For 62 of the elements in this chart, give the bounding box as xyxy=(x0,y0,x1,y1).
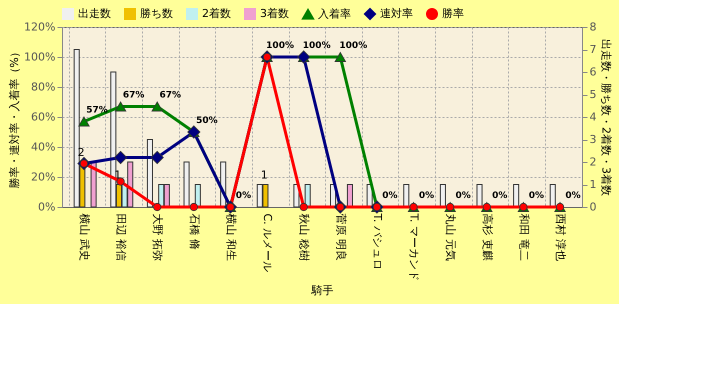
x-tick-label: 菅原 明良 xyxy=(334,214,348,261)
x-tick-label: 横山 和生 xyxy=(224,214,238,261)
x-tick-label: 田辺 裕信 xyxy=(114,214,128,261)
y-tick-label: 100% xyxy=(24,50,56,64)
x-tick-label: 横山 武史 xyxy=(78,214,91,261)
legend-label: 3着数 xyxy=(260,7,289,20)
data-label: 0% xyxy=(492,191,508,201)
y-tick-label: 60% xyxy=(31,110,56,124)
legend-label: 連対率 xyxy=(380,7,413,20)
y2-tick-label: 6 xyxy=(590,66,596,78)
data-label: 57% xyxy=(86,106,108,116)
data-label: 67% xyxy=(122,90,144,100)
y2-axis-title: 出走数・勝ち数・2着数・3着数 xyxy=(600,39,612,196)
bar xyxy=(346,184,353,208)
x-tick-label: 丸山 元気 xyxy=(444,214,458,261)
data-label: 0% xyxy=(236,191,252,201)
legend-label: 2着数 xyxy=(202,7,231,20)
data-label: 50% xyxy=(196,116,218,126)
y2-tick-label: 7 xyxy=(590,43,596,56)
y-axis-title: 勝率・連対率・入着率（%） xyxy=(8,46,22,189)
x-tick-label: 高杉 吏麒 xyxy=(480,214,494,261)
y2-tick-label: 5 xyxy=(590,88,596,101)
y2-tick-label: 4 xyxy=(590,110,596,124)
data-label: 67% xyxy=(159,90,181,100)
data-label: 0% xyxy=(565,191,581,201)
x-tick-label: 和田 竜二 xyxy=(517,214,530,261)
y2-tick-label: 2 xyxy=(590,156,596,168)
y-tick-label: 120% xyxy=(24,20,56,34)
data-label: 100% xyxy=(302,41,331,51)
data-label: 100% xyxy=(339,41,368,51)
x-axis-title: 騎手 xyxy=(310,284,334,297)
data-label: 0% xyxy=(528,191,544,201)
y2-tick-label: 3 xyxy=(590,133,596,146)
y-tick-label: 0% xyxy=(38,200,56,214)
legend-label: 勝ち数 xyxy=(140,7,173,20)
data-label: 100% xyxy=(266,41,294,51)
x-tick-label: 大野 拓弥 xyxy=(151,214,164,261)
point xyxy=(114,150,128,164)
point xyxy=(152,102,163,112)
x-tick-label: T. バシュロ xyxy=(370,212,384,270)
y2-tick-label: 8 xyxy=(590,20,596,34)
data-label: 0% xyxy=(382,191,398,201)
data-label: 0% xyxy=(456,191,471,201)
x-tick-label: 石橋 脩 xyxy=(188,214,201,250)
point xyxy=(114,102,126,112)
legend-label: 出走数 xyxy=(78,7,111,20)
y-tick-label: 20% xyxy=(31,170,56,184)
point xyxy=(78,116,90,126)
x-tick-label: 秋山 稔樹 xyxy=(298,214,311,261)
y2-tick-label: 1 xyxy=(590,178,596,191)
point xyxy=(334,52,346,62)
x-tick-label: C. ルメール xyxy=(261,214,274,272)
data-label: 1 xyxy=(260,168,268,182)
y-tick-label: 40% xyxy=(31,140,56,154)
y-tick-label: 80% xyxy=(31,80,56,94)
point xyxy=(150,150,164,164)
y2-tick-label: 0 xyxy=(590,200,596,214)
legend-label: 入着率 xyxy=(318,7,351,20)
x-tick-label: 西村 淳也 xyxy=(554,214,568,261)
data-label: 0% xyxy=(418,191,434,201)
x-tick-label: T. マーカンド xyxy=(408,212,421,281)
legend-label: 勝率 xyxy=(442,7,464,20)
